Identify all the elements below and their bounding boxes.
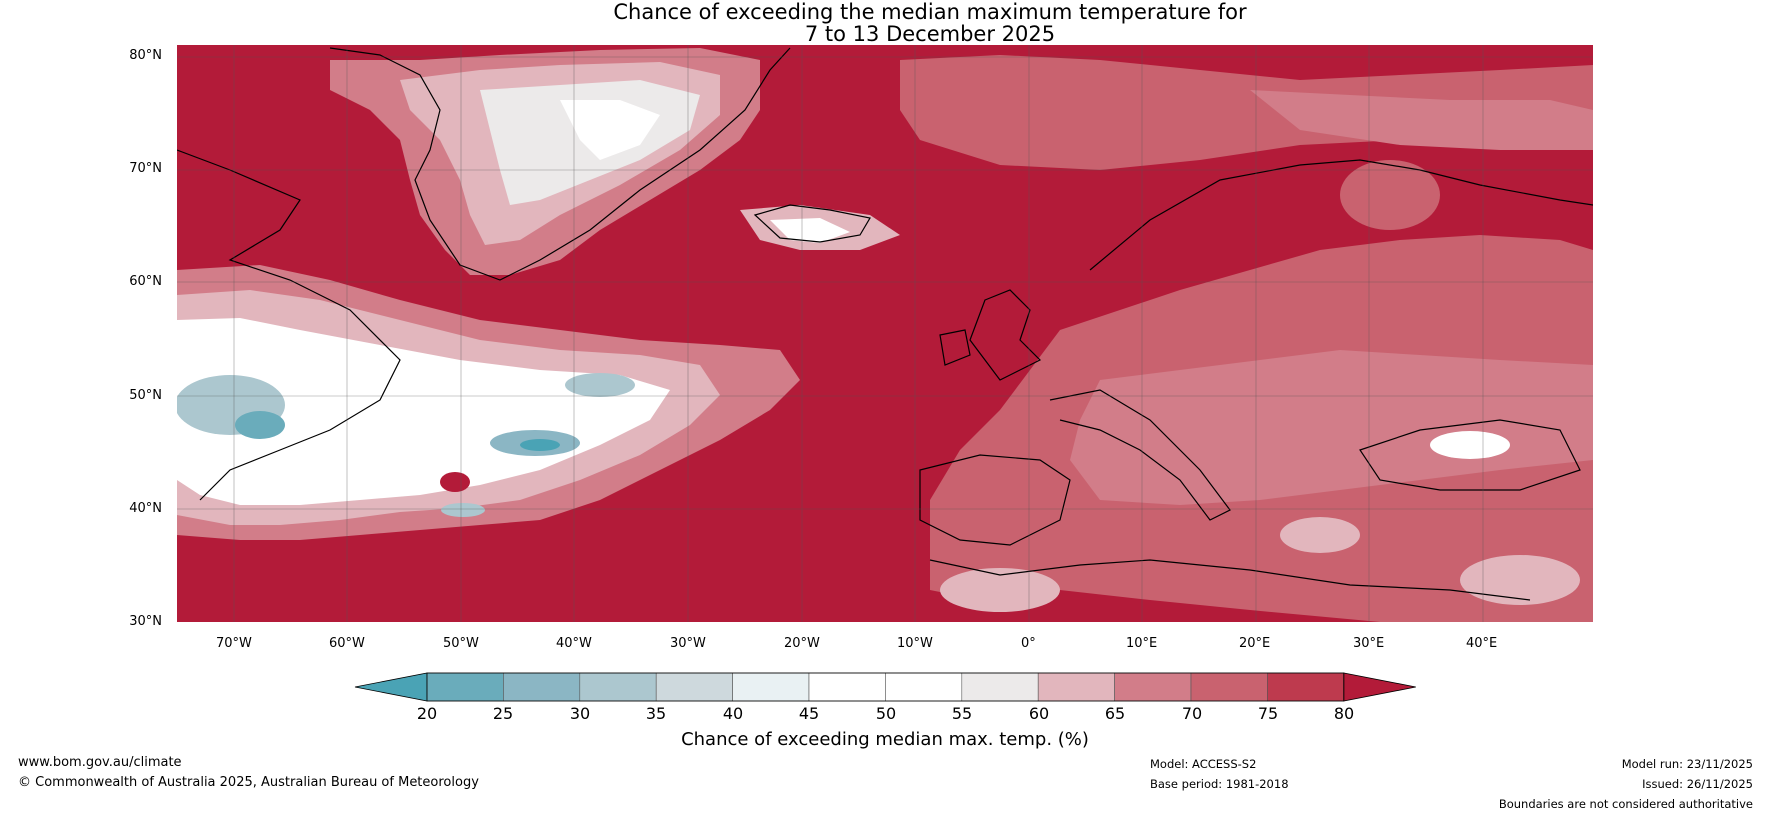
colorbar-tick-65: 65: [1104, 704, 1126, 723]
colorbar-tick-20: 20: [416, 704, 438, 723]
atlantic-low-patch-4: [441, 503, 485, 517]
colorbar-segment: [1190, 672, 1268, 702]
lon-label-60w: 60°W: [329, 636, 365, 651]
lon-label-40e: 40°E: [1466, 636, 1498, 651]
lon-label-20w: 20°W: [784, 636, 820, 651]
colorbar-tick-35: 35: [645, 704, 667, 723]
footer-boundaries: Boundaries are not considered authoritat…: [1498, 797, 1753, 811]
atlantic-low-patch-2: [520, 439, 560, 451]
lat-label-40n: 40°N: [129, 501, 162, 516]
colorbar-segment: [426, 672, 504, 702]
atlantic-low-patch-3: [565, 373, 635, 397]
black-sea-coast: [1359, 419, 1581, 491]
colorbar-tick-25: 25: [492, 704, 514, 723]
colorbar-segment: [579, 672, 657, 702]
footer-website: www.bom.gov.au/climate: [18, 755, 182, 770]
map-title-line-2: 7 to 13 December 2025: [804, 22, 1056, 46]
colorbar-tick-30: 30: [569, 704, 591, 723]
map-title-line-1: Chance of exceeding the median maximum t…: [613, 0, 1247, 24]
scandinavia-coast: [1089, 159, 1593, 271]
colorbar-tick-55: 55: [951, 704, 973, 723]
footer-model-run: Model run: 23/11/2025: [1621, 757, 1753, 771]
lon-label-40w: 40°W: [556, 636, 592, 651]
iceland-coast: [753, 204, 871, 243]
colorbar-tick-50: 50: [875, 704, 897, 723]
colorbar-tick-75: 75: [1257, 704, 1279, 723]
middle-east-light-patch: [1460, 555, 1580, 605]
greece-light-patch: [1280, 517, 1360, 553]
greenland-coast: [329, 47, 791, 281]
colorbar-tick-45: 45: [798, 704, 820, 723]
footer-model: Model: ACCESS-S2: [1150, 757, 1257, 771]
map-area: [177, 45, 1593, 622]
lon-label-10w: 10°W: [897, 636, 933, 651]
colorbar-tick-70: 70: [1181, 704, 1203, 723]
footer-issued: Issued: 26/11/2025: [1642, 777, 1753, 791]
colorbar-extend-low: [354, 672, 428, 702]
colorbar-segment: [503, 672, 581, 702]
europe-region-light: [1070, 350, 1593, 505]
lat-label-30n: 30°N: [129, 614, 162, 629]
atlantic-band-white: [177, 318, 670, 505]
colorbar-tick-40: 40: [722, 704, 744, 723]
coastlines: [177, 47, 1593, 601]
footer-copyright: © Commonwealth of Australia 2025, Austra…: [18, 775, 479, 790]
lon-label-50w: 50°W: [443, 636, 479, 651]
iberia-coast: [919, 454, 1071, 546]
colorbar-segment: [885, 672, 963, 702]
scandinavia-mid-patch: [1340, 160, 1440, 230]
colorbar-segment: [1267, 672, 1345, 702]
lat-label-50n: 50°N: [129, 388, 162, 403]
colorbar: [354, 672, 1416, 702]
lon-label-30e: 30°E: [1353, 636, 1385, 651]
north-america-coast: [177, 149, 401, 501]
colorbar-segment: [732, 672, 810, 702]
ireland-coast: [939, 329, 971, 366]
iceland-region-white: [770, 218, 850, 243]
colorbar-extend-high: [1343, 672, 1416, 702]
canada-lower-patch: [235, 411, 285, 439]
lon-label-30w: 30°W: [670, 636, 706, 651]
footer-base-period: Base period: 1981-2018: [1150, 777, 1289, 791]
colorbar-segment: [1114, 672, 1192, 702]
colorbar-outline: [426, 672, 1345, 702]
arctic-region-light: [1250, 90, 1593, 150]
lon-label-20e: 20°E: [1239, 636, 1271, 651]
colorbar-tick-60: 60: [1028, 704, 1050, 723]
colorbar-segment: [1037, 672, 1115, 702]
lon-label-70w: 70°W: [216, 636, 252, 651]
britain-coast: [969, 289, 1042, 381]
colorbar-segment: [961, 672, 1039, 702]
colorbar-segment: [808, 672, 886, 702]
colorbar-segment: [655, 672, 733, 702]
north-africa-coast: [929, 559, 1531, 601]
lat-label-80n: 80°N: [129, 48, 162, 63]
arctic-region-mid: [900, 55, 1593, 170]
greenland-region-white: [560, 100, 660, 160]
lon-label-10e: 10°E: [1126, 636, 1158, 651]
colorbar-tick-80: 80: [1333, 704, 1355, 723]
italy-coast: [1049, 389, 1231, 521]
north-africa-light-patch: [940, 568, 1060, 612]
atlantic-high-patch: [440, 472, 470, 492]
graticule: [177, 45, 1593, 622]
colorbar-label: Chance of exceeding median max. temp. (%…: [681, 729, 1089, 750]
lat-label-60n: 60°N: [129, 274, 162, 289]
lon-label-0: 0°: [1021, 636, 1036, 651]
lat-label-70n: 70°N: [129, 161, 162, 176]
black-sea-white-patch: [1430, 431, 1510, 459]
